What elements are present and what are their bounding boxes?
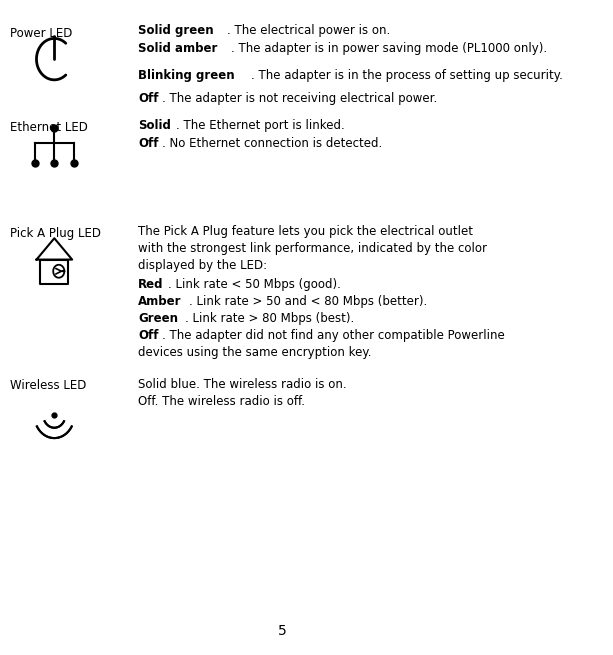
Text: . The adapter did not find any other compatible Powerline: . The adapter did not find any other com… (162, 329, 504, 342)
Text: with the strongest link performance, indicated by the color: with the strongest link performance, ind… (138, 242, 487, 255)
Text: 5: 5 (278, 624, 287, 638)
Text: Power LED: Power LED (10, 27, 72, 40)
Text: Solid amber: Solid amber (138, 42, 217, 54)
Text: . Link rate > 80 Mbps (best).: . Link rate > 80 Mbps (best). (185, 312, 354, 325)
Text: Solid blue. The wireless radio is on.: Solid blue. The wireless radio is on. (138, 378, 346, 391)
Text: . Link rate < 50 Mbps (good).: . Link rate < 50 Mbps (good). (168, 278, 341, 291)
Text: The Pick A Plug feature lets you pick the electrical outlet: The Pick A Plug feature lets you pick th… (138, 225, 473, 238)
Text: . The adapter is in power saving mode (PL1000 only).: . The adapter is in power saving mode (P… (231, 42, 547, 54)
Text: Off: Off (138, 137, 158, 150)
Text: Off: Off (138, 92, 158, 105)
Text: . No Ethernet connection is detected.: . No Ethernet connection is detected. (162, 137, 382, 150)
Text: Solid green: Solid green (138, 24, 213, 37)
Text: Ethernet LED: Ethernet LED (10, 121, 88, 134)
Text: Solid: Solid (138, 119, 171, 132)
Text: Wireless LED: Wireless LED (10, 379, 86, 392)
Text: . The adapter is not receiving electrical power.: . The adapter is not receiving electrica… (162, 92, 437, 105)
Text: devices using the same encryption key.: devices using the same encryption key. (138, 346, 371, 358)
Text: Green: Green (138, 312, 178, 325)
Text: . The Ethernet port is linked.: . The Ethernet port is linked. (177, 119, 345, 132)
Text: Blinking green: Blinking green (138, 69, 235, 82)
Text: . The electrical power is on.: . The electrical power is on. (227, 24, 390, 37)
Text: . The adapter is in the process of setting up security.: . The adapter is in the process of setti… (251, 69, 563, 82)
Text: Pick A Plug LED: Pick A Plug LED (10, 227, 101, 240)
Text: displayed by the LED:: displayed by the LED: (138, 259, 267, 272)
Text: Off. The wireless radio is off.: Off. The wireless radio is off. (138, 395, 305, 408)
Text: Amber: Amber (138, 295, 181, 308)
Text: Off: Off (138, 329, 158, 342)
Text: . Link rate > 50 and < 80 Mbps (better).: . Link rate > 50 and < 80 Mbps (better). (189, 295, 427, 308)
Text: Red: Red (138, 278, 164, 291)
